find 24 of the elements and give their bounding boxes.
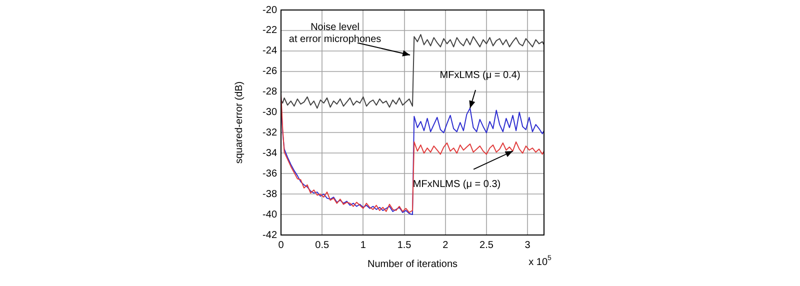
y-tick-label: -30 xyxy=(262,107,278,118)
y-axis-title: squared-error (dB) xyxy=(234,81,245,164)
x-tick-label: 3 xyxy=(524,240,531,251)
y-tick-label: -36 xyxy=(262,168,278,180)
x-tick-label: 1.5 xyxy=(397,240,412,251)
annotation: MFxNLMS (μ = 0.3) xyxy=(412,178,501,190)
x-tick-label: 2.5 xyxy=(480,240,494,251)
y-tick-label: -32 xyxy=(262,127,278,138)
annotation: MFxLMS (μ = 0.4) xyxy=(440,70,520,81)
y-tick-label: -26 xyxy=(262,66,278,78)
x-tick-label: 2 xyxy=(442,240,449,251)
y-tick-label: -38 xyxy=(262,188,278,200)
y-tick-label: -20 xyxy=(262,4,278,16)
y-tick-label: -22 xyxy=(262,25,278,36)
x-tick-label: 0 xyxy=(278,240,284,251)
y-tick-label: -34 xyxy=(262,148,278,159)
x-axis-title: Number of iterations xyxy=(367,258,458,270)
x-tick-label: 1 xyxy=(360,240,366,251)
y-tick-label: -40 xyxy=(262,209,278,220)
annotation: Noise level at error microphones xyxy=(288,22,382,45)
x-tick-label: 0.5 xyxy=(315,240,330,251)
y-tick-label: -24 xyxy=(262,46,278,57)
y-tick-label: -28 xyxy=(262,86,278,98)
y-tick-label: -42 xyxy=(262,230,278,241)
